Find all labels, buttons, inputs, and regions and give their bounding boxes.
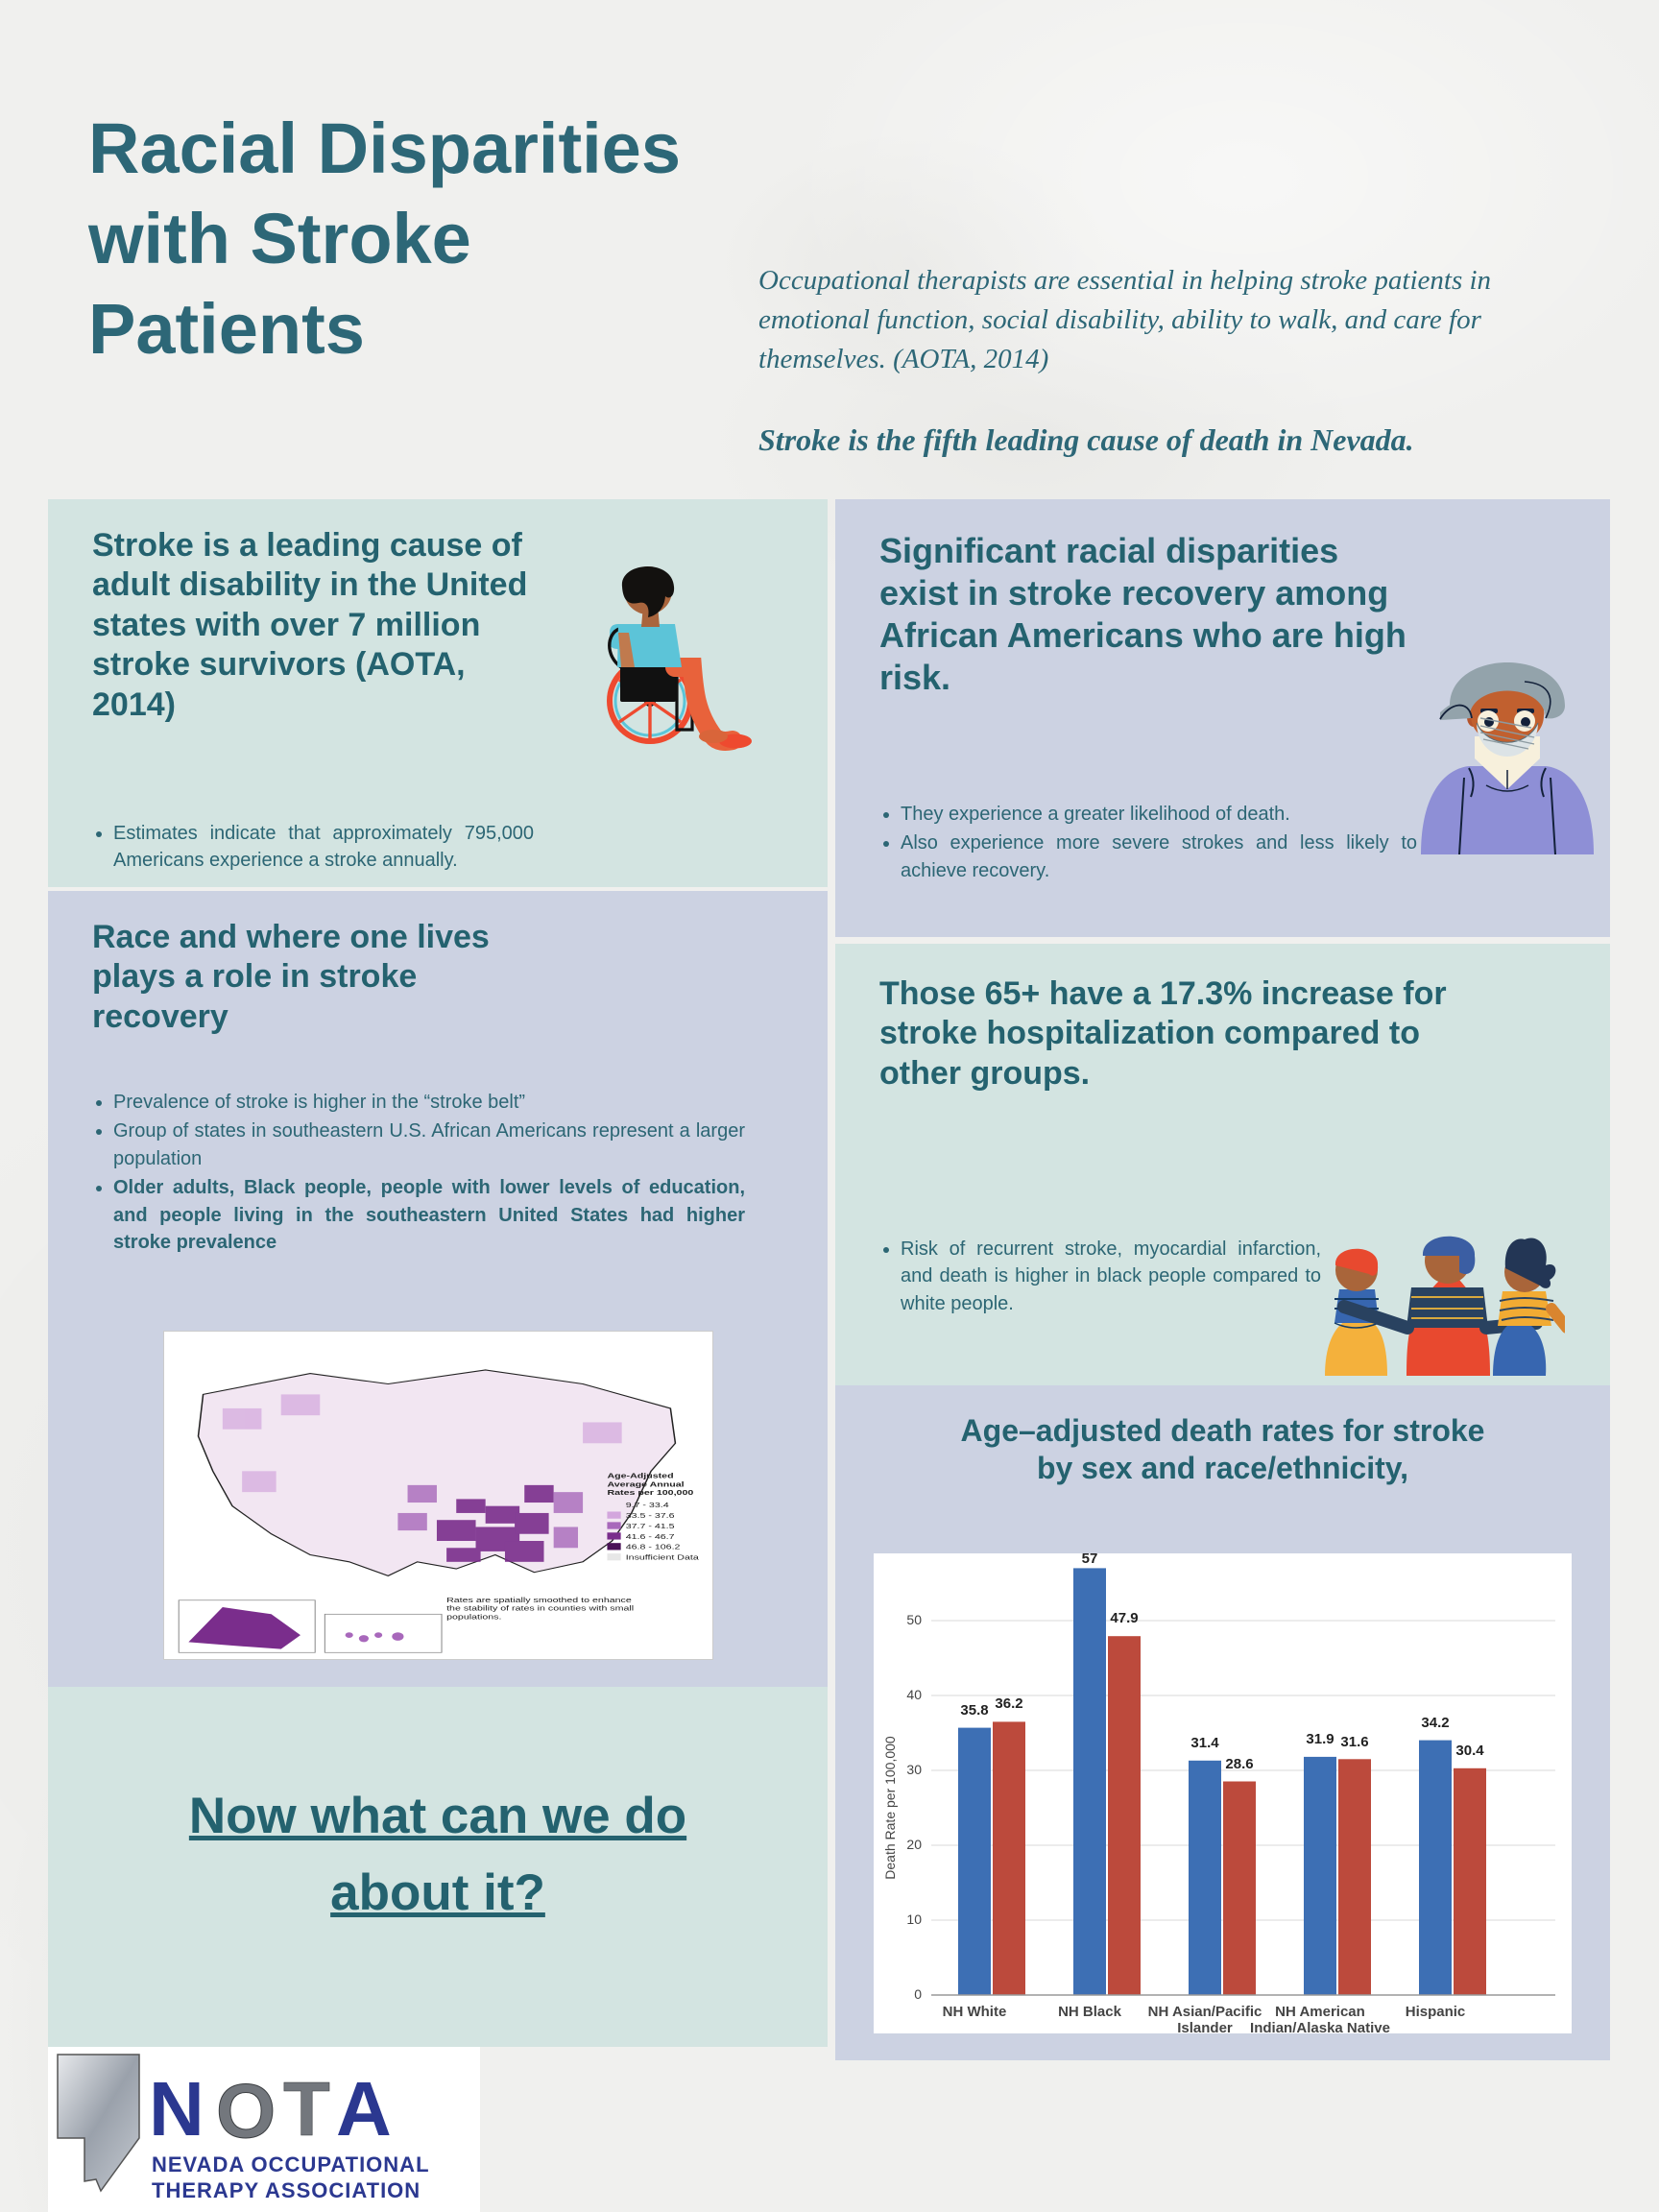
svg-text:9.7 - 33.4: 9.7 - 33.4: [626, 1502, 669, 1509]
svg-text:41.6 - 46.7: 41.6 - 46.7: [626, 1532, 675, 1540]
svg-text:50: 50: [906, 1612, 922, 1627]
svg-text:Indian/Alaska Native: Indian/Alaska Native: [1250, 2020, 1390, 2033]
svg-text:Average Annual: Average Annual: [607, 1480, 684, 1488]
svg-text:46.8 - 106.2: 46.8 - 106.2: [626, 1543, 681, 1551]
svg-text:NH White: NH White: [943, 2004, 1007, 2020]
svg-text:Islander: Islander: [1177, 2020, 1233, 2033]
svg-text:0: 0: [914, 1986, 922, 2002]
svg-text:THERAPY ASSOCIATION: THERAPY ASSOCIATION: [152, 2178, 421, 2202]
svg-text:33.5 - 37.6: 33.5 - 37.6: [626, 1511, 675, 1519]
svg-text:35.8: 35.8: [960, 1702, 988, 1719]
svg-text:36.2: 36.2: [995, 1695, 1022, 1712]
svg-text:Insufficient Data: Insufficient Data: [626, 1553, 700, 1561]
svg-text:28.6: 28.6: [1225, 1756, 1253, 1772]
svg-text:10: 10: [906, 1911, 922, 1927]
svg-text:T: T: [283, 2066, 330, 2152]
svg-text:31.6: 31.6: [1340, 1734, 1368, 1750]
svg-text:A: A: [336, 2066, 392, 2152]
svg-text:NEVADA OCCUPATIONAL: NEVADA OCCUPATIONAL: [152, 2152, 430, 2176]
svg-text:populations.: populations.: [446, 1613, 501, 1621]
svg-text:NH Black: NH Black: [1058, 2004, 1122, 2020]
svg-text:40: 40: [906, 1687, 922, 1702]
svg-text:30: 30: [906, 1762, 922, 1777]
svg-text:NH American: NH American: [1275, 2004, 1365, 2020]
svg-text:31.4: 31.4: [1190, 1735, 1219, 1751]
svg-text:the stability of rates in coun: the stability of rates in counties with …: [446, 1604, 634, 1612]
svg-text:NH Asian/Pacific: NH Asian/Pacific: [1148, 2004, 1262, 2020]
svg-text:57: 57: [1082, 1553, 1098, 1567]
svg-text:Hispanic: Hispanic: [1406, 2004, 1466, 2020]
svg-text:34.2: 34.2: [1421, 1715, 1449, 1731]
svg-text:Rates per 100,000: Rates per 100,000: [607, 1488, 693, 1496]
svg-text:N: N: [149, 2066, 204, 2152]
svg-text:Age-Adjusted: Age-Adjusted: [607, 1472, 674, 1479]
svg-text:37.7 - 41.5: 37.7 - 41.5: [626, 1522, 675, 1529]
svg-text:30.4: 30.4: [1455, 1743, 1484, 1759]
svg-text:Death Rate per 100,000: Death Rate per 100,000: [882, 1736, 898, 1880]
svg-text:Rates are spatially smoothed t: Rates are spatially smoothed to enhance: [446, 1596, 632, 1603]
svg-text:47.9: 47.9: [1110, 1610, 1138, 1626]
svg-text:20: 20: [906, 1837, 922, 1852]
svg-text:31.9: 31.9: [1306, 1731, 1334, 1747]
svg-text:O: O: [216, 2068, 276, 2153]
